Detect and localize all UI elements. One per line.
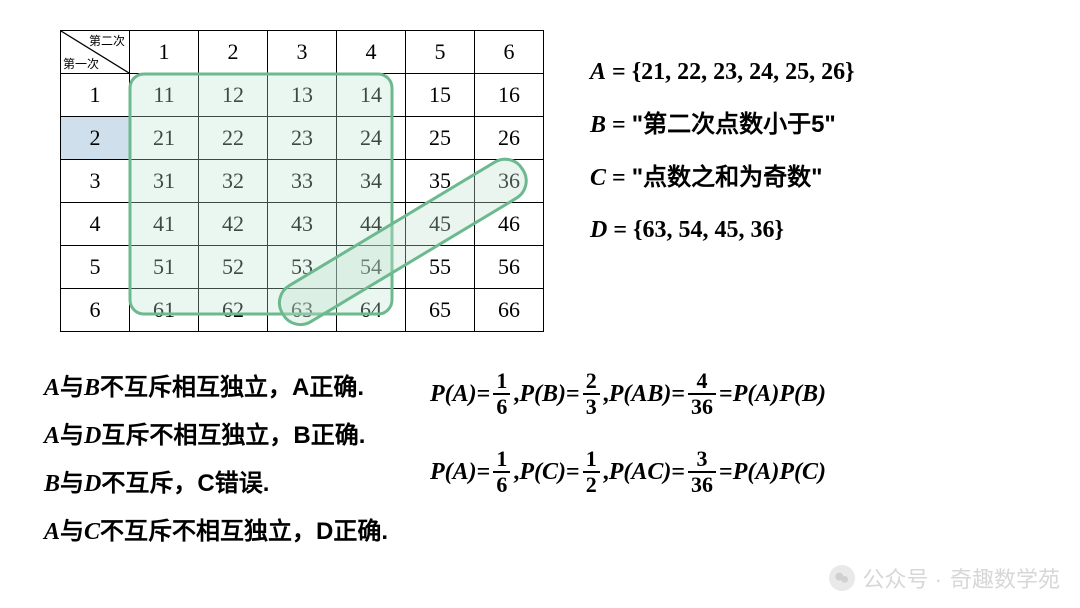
- cell: 66: [475, 289, 544, 332]
- fraction: 16: [493, 448, 510, 496]
- cell: 22: [199, 117, 268, 160]
- col-header: 3: [268, 31, 337, 74]
- cell: 16: [475, 74, 544, 117]
- cell: 31: [130, 160, 199, 203]
- prob-row-2: P(A) = 16 , P(C) = 12 , P(AC) = 336 = P(…: [430, 448, 826, 496]
- cell: 32: [199, 160, 268, 203]
- cell: 65: [406, 289, 475, 332]
- cell: 11: [130, 74, 199, 117]
- col-header: 4: [337, 31, 406, 74]
- conclusion-d: A与C不互斥不相互独立，D正确.: [44, 508, 388, 556]
- row-header: 5: [61, 246, 130, 289]
- col-header: 5: [406, 31, 475, 74]
- cell: 62: [199, 289, 268, 332]
- def-c: C = "点数之和为奇数": [590, 152, 855, 205]
- watermark-text-2: 奇趣数学苑: [950, 562, 1060, 594]
- cell: 52: [199, 246, 268, 289]
- cell: 43: [268, 203, 337, 246]
- cell: 41: [130, 203, 199, 246]
- cell: 25: [406, 117, 475, 160]
- cell: 13: [268, 74, 337, 117]
- cell: 42: [199, 203, 268, 246]
- outcome-table-wrap: 第二次 第一次 1 2 3 4 5 6 1 11 12 13 14 15 16 …: [60, 30, 544, 332]
- cell: 12: [199, 74, 268, 117]
- cell: 44: [337, 203, 406, 246]
- wechat-icon: [829, 565, 855, 591]
- corner-left-label: 第一次: [63, 55, 99, 72]
- fraction: 436: [688, 370, 716, 418]
- cell: 53: [268, 246, 337, 289]
- cell: 56: [475, 246, 544, 289]
- cell: 61: [130, 289, 199, 332]
- cell: 15: [406, 74, 475, 117]
- watermark: 公众号 · 奇趣数学苑: [829, 562, 1060, 594]
- fraction: 336: [688, 448, 716, 496]
- cell: 26: [475, 117, 544, 160]
- watermark-text-1: 公众号 ·: [863, 562, 942, 594]
- fraction: 23: [583, 370, 600, 418]
- conclusions-block: A与B不互斥相互独立，A正确. A与D互斥不相互独立，B正确. B与D不互斥，C…: [44, 364, 388, 556]
- row-header: 4: [61, 203, 130, 246]
- row-header: 3: [61, 160, 130, 203]
- def-b: B = "第二次点数小于5": [590, 99, 855, 152]
- corner-top-label: 第二次: [89, 32, 125, 49]
- outcome-table: 第二次 第一次 1 2 3 4 5 6 1 11 12 13 14 15 16 …: [60, 30, 544, 332]
- col-header: 6: [475, 31, 544, 74]
- conclusion-b: A与D互斥不相互独立，B正确.: [44, 412, 388, 460]
- cell: 36: [475, 160, 544, 203]
- cell: 21: [130, 117, 199, 160]
- fraction: 12: [583, 448, 600, 496]
- probability-equations: P(A) = 16 , P(B) = 23 , P(AB) = 436 = P(…: [430, 370, 826, 526]
- cell: 33: [268, 160, 337, 203]
- fraction: 16: [493, 370, 510, 418]
- cell: 34: [337, 160, 406, 203]
- cell: 45: [406, 203, 475, 246]
- row-header: 6: [61, 289, 130, 332]
- cell: 35: [406, 160, 475, 203]
- cell: 46: [475, 203, 544, 246]
- corner-cell: 第二次 第一次: [61, 31, 130, 74]
- col-header: 2: [199, 31, 268, 74]
- cell: 23: [268, 117, 337, 160]
- conclusion-c: B与D不互斥，C错误.: [44, 460, 388, 508]
- cell: 64: [337, 289, 406, 332]
- def-a: A = {21, 22, 23, 24, 25, 26}: [590, 46, 855, 99]
- row-header: 2: [61, 117, 130, 160]
- cell: 14: [337, 74, 406, 117]
- cell: 24: [337, 117, 406, 160]
- event-definitions: A = {21, 22, 23, 24, 25, 26} B = "第二次点数小…: [590, 46, 855, 257]
- col-header: 1: [130, 31, 199, 74]
- cell: 54: [337, 246, 406, 289]
- def-d: D = {63, 54, 45, 36}: [590, 204, 855, 257]
- cell: 55: [406, 246, 475, 289]
- cell: 63: [268, 289, 337, 332]
- conclusion-a: A与B不互斥相互独立，A正确.: [44, 364, 388, 412]
- row-header: 1: [61, 74, 130, 117]
- cell: 51: [130, 246, 199, 289]
- prob-row-1: P(A) = 16 , P(B) = 23 , P(AB) = 436 = P(…: [430, 370, 826, 418]
